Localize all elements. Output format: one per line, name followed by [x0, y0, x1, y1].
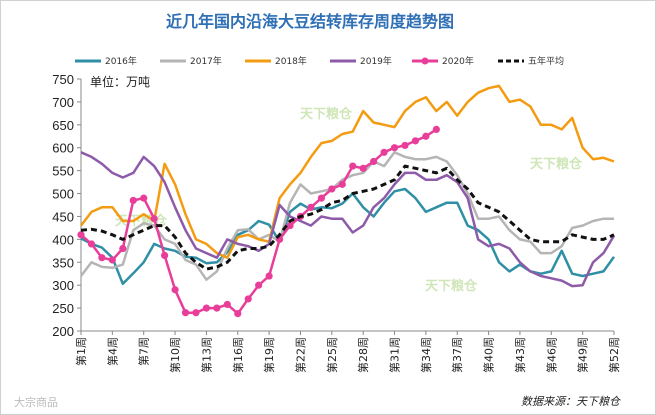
data-point	[192, 309, 200, 317]
x-tick-label: 第34周	[419, 337, 433, 373]
x-tick-label: 第10周	[168, 337, 182, 373]
data-point	[119, 244, 127, 253]
x-tick-label: 第46周	[544, 337, 558, 373]
data-point	[223, 300, 231, 309]
y-tick-label: 450	[52, 209, 74, 224]
x-tick-label: 第37周	[450, 337, 464, 373]
data-point	[370, 157, 378, 166]
x-tick-label: 第28周	[356, 337, 370, 373]
data-point	[338, 180, 346, 188]
y-tick-label: 400	[52, 232, 74, 247]
data-point	[255, 281, 263, 289]
watermark: 天下粮仓	[425, 278, 478, 294]
y-tick-label: 250	[52, 301, 74, 316]
watermark: 天下粮仓	[300, 106, 353, 122]
data-point	[202, 304, 211, 312]
data-point	[286, 222, 294, 230]
x-tick-label: 第22周	[293, 337, 307, 373]
data-point	[307, 203, 315, 211]
footer-watermark: 大宗商品	[14, 395, 58, 409]
y-tick-label: 700	[52, 95, 74, 110]
data-point	[317, 194, 325, 202]
source-label: 数据来源：天下粮仓	[521, 395, 621, 408]
data-point	[234, 309, 242, 318]
series-group	[77, 84, 616, 318]
chart-title: 近几年国内沿海大豆结转库存周度趋势图	[166, 12, 454, 31]
y-tick-label: 550	[52, 164, 74, 179]
legend-label: 2017年	[190, 55, 222, 67]
x-tick-label: 第13周	[199, 337, 213, 373]
y-tick-label: 750	[52, 72, 74, 87]
y-tick-label: 350	[52, 255, 74, 270]
data-point	[411, 137, 420, 145]
data-point	[432, 125, 440, 133]
data-point	[213, 304, 221, 312]
data-point	[265, 272, 273, 280]
series-line-2018年	[80, 84, 615, 259]
x-tick-label: 第31周	[388, 337, 402, 373]
data-point	[161, 251, 169, 259]
x-tick-label: 第4周	[105, 337, 119, 366]
y-tick-label: 200	[52, 324, 74, 339]
y-tick-label: 500	[52, 187, 74, 202]
data-point	[140, 194, 148, 202]
watermark: 天下粮仓	[530, 156, 583, 172]
series-line-五年平均	[80, 164, 615, 271]
legend-label: 2020年	[442, 55, 474, 67]
data-point	[171, 286, 179, 294]
data-point	[181, 309, 190, 317]
y-tick-label: 600	[52, 141, 74, 156]
y-tick-label: 300	[52, 278, 74, 293]
legend: 2016年 2017年 2018年 2019年 2020年 五年平均	[75, 55, 564, 67]
x-tick-label: 第1周	[74, 337, 88, 366]
x-tick-label: 第16周	[231, 337, 245, 373]
x-tick-label: 第7周	[137, 337, 151, 366]
data-point	[380, 148, 388, 156]
data-point	[244, 295, 252, 303]
x-tick-label: 第40周	[482, 337, 496, 373]
data-point	[390, 144, 399, 152]
unit-label: 单位：万吨	[90, 74, 150, 89]
data-point	[349, 162, 357, 170]
data-point	[77, 231, 85, 239]
legend-label: 2018年	[275, 55, 307, 67]
x-tick-label: 第43周	[513, 337, 527, 373]
data-point	[150, 215, 158, 223]
x-tick-label: 第19周	[262, 337, 276, 373]
x-tick-label: 第52周	[607, 337, 621, 373]
data-point	[359, 164, 367, 172]
y-axis: 200 250 300 350 400 450 500 550 600 650 700 750	[52, 72, 82, 339]
legend-label: 2016年	[105, 55, 137, 67]
legend-label: 2019年	[360, 55, 392, 67]
x-axis: 第1周 第4周 第7周 第10周 第13周 第16周 第19周 第22周 第25周 第28周 第31…	[74, 330, 621, 373]
series-line-2019年	[80, 151, 616, 288]
x-tick-label: 第49周	[576, 337, 590, 373]
data-point	[328, 185, 336, 193]
data-point	[98, 254, 106, 262]
y-tick-label: 650	[52, 118, 74, 133]
x-tick-label: 第25周	[325, 337, 339, 373]
legend-label: 五年平均	[528, 55, 564, 67]
legend-marker	[421, 57, 429, 65]
data-point	[87, 240, 96, 248]
data-point	[129, 196, 137, 205]
data-point	[108, 256, 116, 264]
data-point	[422, 132, 430, 140]
data-point	[401, 141, 409, 150]
